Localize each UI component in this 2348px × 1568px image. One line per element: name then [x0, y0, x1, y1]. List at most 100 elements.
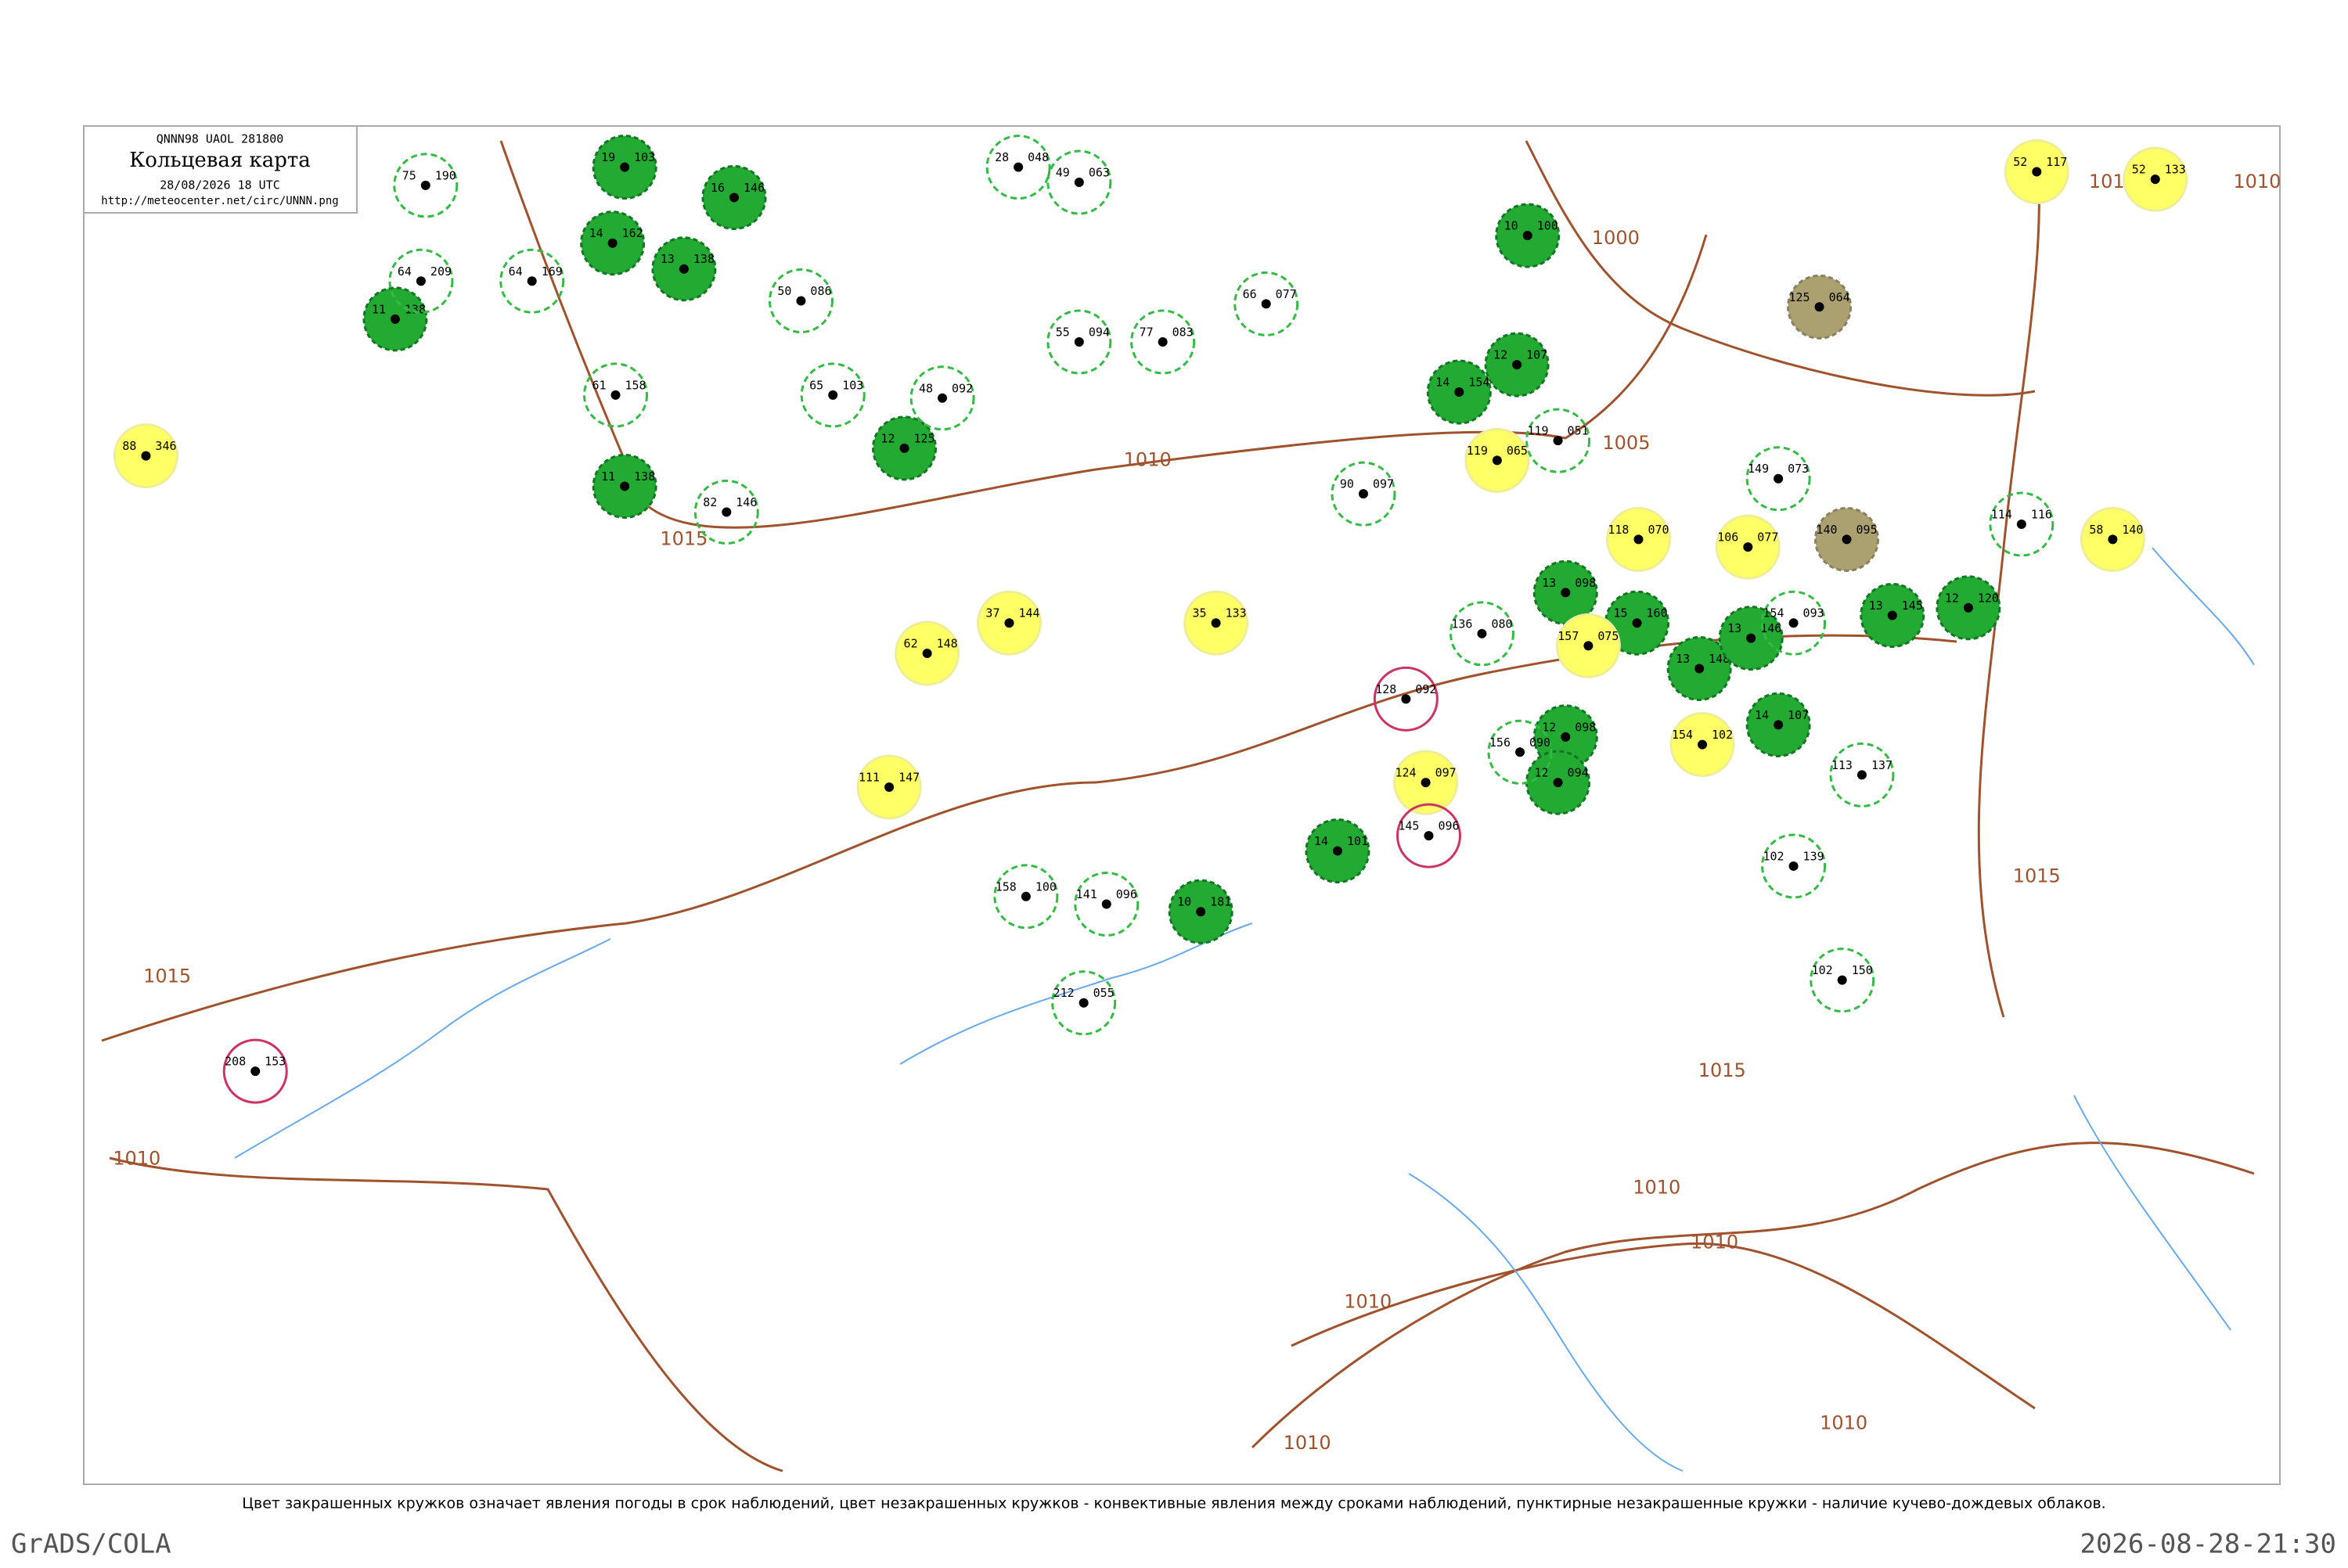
station-dot	[1358, 489, 1368, 499]
station: 12 107	[1484, 332, 1550, 397]
station-circle	[909, 365, 975, 431]
station-pressure: 107	[1788, 708, 1809, 722]
station-dot	[1079, 998, 1089, 1008]
station-circle	[800, 362, 866, 428]
station-pressure: 117	[2046, 155, 2067, 169]
station: 102 139	[1761, 833, 1827, 899]
station-temp: 119	[1527, 424, 1548, 438]
station-dot	[2108, 534, 2118, 545]
station-pressure: 116	[2031, 507, 2052, 521]
station: 28 048	[985, 135, 1051, 200]
station: 208 153	[222, 1038, 288, 1104]
station-circle	[1074, 871, 1140, 937]
station-dot	[1477, 628, 1487, 638]
station-pressure: 097	[1373, 477, 1394, 491]
station-temp: 82	[703, 495, 717, 509]
station-pressure: 080	[1491, 617, 1512, 631]
header-code: QNNN98 UAOL 281800	[157, 132, 284, 146]
isobar-label: 1015	[143, 966, 191, 987]
station-temp: 66	[1243, 287, 1257, 301]
station: 14 101	[1305, 818, 1370, 884]
station-pressure: 098	[1575, 720, 1596, 734]
station-circle	[1395, 803, 1461, 869]
station-temp: 119	[1467, 444, 1488, 458]
station-dot	[1004, 618, 1014, 628]
station-dot	[1421, 778, 1431, 788]
station-temp: 50	[777, 284, 791, 298]
station-dot	[1632, 618, 1642, 628]
station-temp: 13	[1676, 652, 1690, 666]
station-pressure: 139	[1803, 849, 1824, 863]
station-temp: 111	[859, 770, 880, 784]
station-circle	[1373, 666, 1439, 732]
station: 119 051	[1525, 408, 1591, 473]
station-dot	[1074, 336, 1084, 347]
station-pressure: 125	[913, 431, 935, 445]
station-pressure: 086	[810, 284, 831, 298]
station-pressure: 153	[265, 1055, 286, 1069]
station-circle	[393, 153, 459, 218]
station-dot	[620, 162, 630, 172]
station-temp: 28	[995, 150, 1009, 164]
station-dot	[1746, 633, 1756, 643]
station: 15 160	[1604, 590, 1670, 656]
station: 64 169	[499, 248, 565, 314]
station: 13 138	[651, 236, 717, 302]
station-dot	[1788, 861, 1799, 871]
station-circle	[1745, 446, 1811, 512]
isobar-label: 1005	[1602, 432, 1650, 454]
station-circle	[1046, 309, 1112, 375]
station-temp: 208	[225, 1055, 246, 1069]
station: 119 065	[1464, 427, 1530, 493]
station-pressure: 094	[1089, 325, 1110, 339]
station-dot	[1553, 778, 1563, 788]
station-pressure: 103	[842, 378, 863, 392]
station-pressure: 138	[405, 302, 426, 316]
station-circle	[388, 248, 454, 314]
station-temp: 12	[1534, 766, 1548, 780]
station: 128 092	[1373, 666, 1439, 732]
station-dot	[796, 296, 806, 306]
station: 66 077	[1233, 271, 1299, 336]
station-pressure: 055	[1093, 986, 1115, 1000]
station-temp: 55	[1056, 325, 1070, 339]
station: 64 209	[388, 248, 454, 314]
station-temp: 75	[402, 168, 416, 182]
station: 118 070	[1605, 506, 1671, 572]
station-dot	[922, 649, 932, 659]
station: 12 094	[1525, 750, 1591, 815]
station-temp: 37	[985, 606, 999, 620]
station-circle	[1233, 271, 1299, 336]
station-dot	[1196, 907, 1206, 917]
station: 52 117	[2004, 138, 2069, 204]
station-dot	[1512, 360, 1522, 370]
header-url: http://meteocenter.net/circ/UNNN.png	[101, 195, 338, 207]
isobar-label: 1015	[660, 527, 708, 549]
isobar-label: 1010	[113, 1148, 160, 1170]
station: 16 146	[701, 164, 767, 230]
station-pressure: 064	[1829, 290, 1850, 304]
station-temp: 106	[1717, 530, 1738, 545]
station-dot	[899, 443, 909, 453]
station-dot	[527, 276, 537, 286]
station-pressure: 137	[1871, 758, 1892, 772]
station-pressure: 103	[634, 150, 655, 164]
isobar-label: 1010	[1124, 448, 1172, 470]
station: 158 100	[993, 864, 1059, 930]
station-dot	[729, 192, 739, 203]
station: 114 116	[1989, 491, 2054, 557]
station: 141 096	[1074, 871, 1140, 937]
station: 14 154	[1426, 359, 1492, 425]
station-temp: 118	[1608, 523, 1629, 537]
station-temp: 13	[1727, 621, 1741, 635]
station: 49 063	[1046, 149, 1112, 215]
station-temp: 88	[122, 439, 136, 453]
station-pressure: 100	[1537, 219, 1558, 233]
station-circle	[985, 135, 1051, 200]
station-temp: 113	[1831, 758, 1853, 772]
station-temp: 13	[1869, 599, 1883, 613]
station-pressure: 120	[1978, 591, 1999, 605]
station-dot	[1694, 664, 1705, 674]
isobar-label: 1010	[1633, 1177, 1680, 1199]
